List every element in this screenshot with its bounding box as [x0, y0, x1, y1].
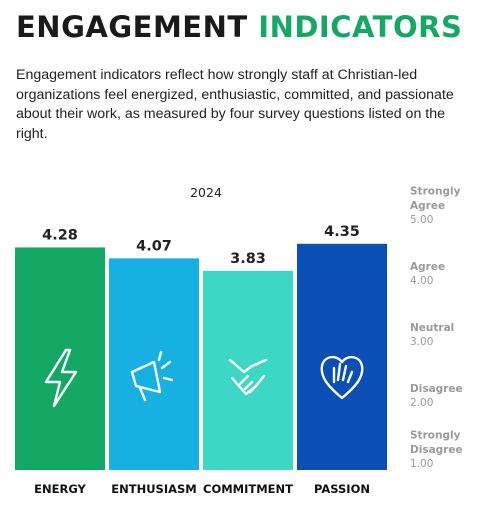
value-label: 4.35	[324, 224, 360, 240]
energy-icon	[44, 348, 78, 408]
y2-tick-label: 2.00	[410, 397, 433, 409]
title-accent: INDICATORS	[258, 10, 463, 44]
y2-tick-name: Neutral	[410, 322, 454, 334]
y2-tick-label: 1.00	[410, 458, 433, 470]
y2-tick-name: Strongly Agree	[410, 186, 461, 213]
chart-subtitle: 2024	[190, 185, 222, 200]
x-tick-label: ENTHUSIASM	[111, 482, 196, 496]
y2-tick-label: 5.00	[410, 214, 433, 226]
title-main: ENGAGEMENT	[16, 10, 248, 44]
heart-hand-icon	[320, 355, 364, 400]
icons	[44, 348, 364, 408]
y2-tick-name: Disagree	[410, 383, 463, 395]
handshake-icon	[228, 358, 268, 396]
bar	[297, 243, 387, 470]
description: Engagement indicators reflect how strong…	[16, 67, 454, 142]
x-tick-label: COMMITMENT	[203, 482, 293, 496]
x-tick-label: PASSION	[314, 482, 370, 496]
title: ENGAGEMENT INDICATORS	[16, 10, 462, 44]
y2-tick-name: Agree	[410, 261, 445, 273]
y2-tick-label: 3.00	[410, 336, 433, 348]
y2-tick-name: Strongly Disagree	[410, 430, 463, 457]
value-label: 4.28	[42, 227, 78, 243]
value-label: 3.83	[230, 251, 266, 267]
x-tick-label: ENERGY	[34, 482, 86, 496]
value-label: 4.07	[136, 238, 172, 254]
y2-tick-label: 4.00	[410, 275, 433, 287]
megaphone-icon	[130, 350, 174, 402]
